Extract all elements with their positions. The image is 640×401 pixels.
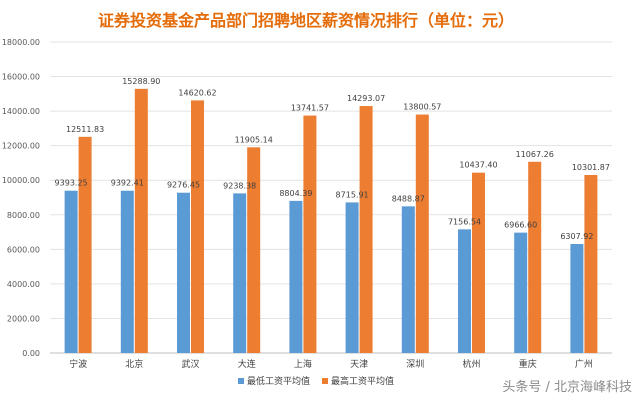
x-category-label: 上海: [294, 358, 312, 370]
bar-min-salary: [514, 232, 528, 353]
bar-max-salary: [247, 147, 261, 353]
y-axis-ticks: 0.00 2000.00 4000.00 6000.00 8000.00 10000.00…: [2, 38, 40, 358]
legend-swatch: [238, 378, 244, 384]
bar-min-salary: [401, 206, 415, 353]
data-label: 15288.90: [122, 77, 160, 86]
data-label: 9393.25: [55, 179, 88, 188]
data-label: 10301.87: [572, 163, 610, 172]
bars: [64, 88, 598, 354]
bar-max-salary: [191, 100, 204, 353]
data-label: 12511.83: [66, 125, 104, 134]
legend: 最低工资平均值 最高工资平均值: [238, 375, 394, 387]
data-label: 9276.45: [167, 181, 200, 190]
y-tick-label: 12000.00: [2, 142, 40, 151]
bar-max-salary: [359, 106, 373, 353]
bar-max-salary: [303, 115, 317, 354]
bar-max-salary: [528, 161, 542, 353]
y-tick-label: 4000.00: [7, 280, 40, 289]
legend-swatch: [322, 378, 328, 384]
gridlines: [50, 41, 612, 354]
watermark-text: 头条号 / 北京海峰科技: [502, 379, 632, 395]
bar-min-salary: [64, 190, 78, 353]
data-label: 9238.38: [223, 181, 256, 190]
bar-max-salary: [415, 114, 429, 353]
x-axis-labels: 宁波 北京 武汉 大连 上海 天津 深圳 杭州 重庆 广州: [69, 358, 593, 370]
data-label: 8715.91: [336, 190, 369, 199]
data-label: 6307.92: [560, 232, 593, 241]
bar-min-salary: [233, 193, 247, 353]
data-label: 11905.14: [235, 135, 273, 144]
y-tick-label: 0.00: [22, 349, 40, 358]
y-tick-label: 14000.00: [2, 107, 40, 116]
bar-max-salary: [584, 175, 598, 353]
bar-max-salary: [78, 136, 92, 353]
legend-label: 最高工资平均值: [331, 375, 394, 387]
data-label: 14293.07: [347, 94, 385, 103]
data-label: 7156.54: [448, 217, 481, 226]
y-tick-label: 6000.00: [7, 245, 40, 254]
bar-min-salary: [120, 190, 134, 353]
data-label: 13741.57: [291, 104, 329, 113]
x-category-label: 大连: [238, 358, 256, 370]
chart-title: 证券投资基金产品部门招聘地区薪资情况排行（单位：元）: [98, 11, 514, 30]
bar-min-salary: [570, 244, 584, 353]
data-label: 14620.62: [178, 88, 216, 97]
bar-min-salary: [289, 200, 303, 353]
x-category-label: 重庆: [519, 358, 537, 370]
bar-max-salary: [472, 172, 485, 353]
data-label: 8804.39: [279, 189, 312, 198]
data-labels: 9393.25 12511.83 9392.41 15288.90 9276.45 146…: [55, 77, 610, 241]
bar-min-salary: [458, 229, 471, 353]
x-category-label: 广州: [575, 358, 593, 370]
bar-min-salary: [177, 192, 190, 353]
y-tick-label: 2000.00: [7, 314, 40, 323]
data-label: 10437.40: [459, 161, 497, 170]
data-label: 8488.87: [392, 194, 425, 203]
legend-label: 最低工资平均值: [247, 375, 310, 387]
y-tick-label: 8000.00: [7, 211, 40, 220]
data-label: 9392.41: [111, 179, 144, 188]
x-category-label: 深圳: [406, 359, 424, 370]
bar-max-salary: [134, 88, 148, 353]
bar-min-salary: [345, 202, 359, 353]
x-category-label: 北京: [125, 358, 143, 370]
x-category-label: 宁波: [69, 358, 87, 370]
data-label: 6966.60: [504, 221, 537, 230]
y-tick-label: 18000.00: [2, 38, 40, 47]
x-category-label: 杭州: [462, 358, 480, 370]
x-category-label: 武汉: [181, 358, 199, 370]
y-tick-label: 10000.00: [2, 176, 40, 185]
data-label: 11067.26: [516, 150, 554, 159]
y-tick-label: 16000.00: [2, 73, 40, 82]
data-label: 13800.57: [403, 103, 441, 112]
x-category-label: 天津: [350, 359, 368, 370]
